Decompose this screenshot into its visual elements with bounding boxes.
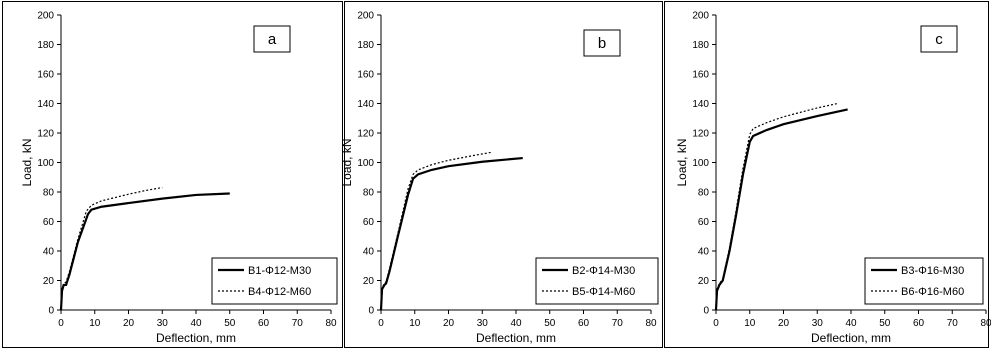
x-tick-label: 70 <box>612 318 624 329</box>
y-tick-label: 0 <box>703 306 709 317</box>
y-tick-label: 140 <box>692 99 709 110</box>
x-tick-label: 50 <box>544 318 556 329</box>
y-tick-label: 140 <box>37 99 54 110</box>
y-tick-label: 100 <box>692 158 709 169</box>
x-tick-label: 60 <box>913 318 925 329</box>
y-tick-label: 20 <box>698 276 710 287</box>
legend-label: B3-Φ16-M30 <box>901 265 964 277</box>
y-tick-label: 100 <box>357 158 374 169</box>
x-tick-label: 20 <box>778 318 790 329</box>
series-line-solid <box>379 156 523 311</box>
y-tick-label: 180 <box>37 40 54 51</box>
legend-box <box>535 257 659 305</box>
y-tick-label: 20 <box>43 276 55 287</box>
x-tick-label: 60 <box>578 318 590 329</box>
x-tick-label: 10 <box>89 318 101 329</box>
legend-label: B5-Φ14-M60 <box>572 286 635 298</box>
panel-frame <box>664 1 989 348</box>
legend-label: B4-Φ12-M60 <box>248 286 311 298</box>
y-axis-title: Load, kN <box>20 138 34 186</box>
legend-label: B6-Φ16-M60 <box>901 286 964 298</box>
y-tick-label: 80 <box>43 188 55 199</box>
x-tick-label: 40 <box>510 318 522 329</box>
y-tick-label: 180 <box>692 40 709 51</box>
y-tick-label: 80 <box>698 188 710 199</box>
y-tick-label: 200 <box>692 11 709 22</box>
y-axis-title: Load, kN <box>675 138 689 186</box>
legend-label: B2-Φ14-M30 <box>572 265 635 277</box>
y-tick-label: 140 <box>357 99 374 110</box>
panel-label-box <box>253 25 291 53</box>
y-tick-label: 160 <box>692 70 709 81</box>
y-tick-label: 200 <box>357 11 374 22</box>
x-tick-label: 70 <box>947 318 959 329</box>
series-line-dotted <box>60 186 163 311</box>
x-tick-label: 70 <box>292 318 304 329</box>
y-axis-title: Load, kN <box>340 138 354 186</box>
y-tick-label: 120 <box>37 129 54 140</box>
series-line-dotted <box>380 151 493 311</box>
x-tick-label: 20 <box>123 318 135 329</box>
y-tick-label: 40 <box>363 247 375 258</box>
x-tick-label: 80 <box>645 318 657 329</box>
series-line-solid <box>714 108 848 311</box>
legend-box <box>211 257 338 305</box>
y-tick-label: 0 <box>368 306 374 317</box>
panel-label: a <box>268 31 277 48</box>
y-tick-label: 200 <box>37 11 54 22</box>
y-tick-label: 0 <box>48 306 54 317</box>
panel-frame <box>2 1 343 348</box>
y-tick-label: 180 <box>357 40 374 51</box>
panel-label-box <box>920 25 958 53</box>
y-tick-label: 100 <box>37 158 54 169</box>
x-tick-label: 30 <box>812 318 824 329</box>
y-tick-label: 60 <box>363 217 375 228</box>
panel-frame <box>344 1 663 348</box>
y-tick-label: 20 <box>363 276 375 287</box>
legend-label: B1-Φ12-M30 <box>248 265 311 277</box>
x-tick-label: 20 <box>443 318 455 329</box>
y-tick-label: 160 <box>357 70 374 81</box>
panel-label: b <box>598 35 606 52</box>
x-tick-label: 10 <box>744 318 756 329</box>
y-tick-label: 60 <box>43 217 55 228</box>
x-tick-label: 60 <box>258 318 270 329</box>
x-axis-title: Deflection, mm <box>476 331 556 345</box>
x-tick-label: 0 <box>378 318 384 329</box>
series-line-dotted <box>715 102 838 311</box>
y-tick-label: 160 <box>37 70 54 81</box>
x-tick-label: 40 <box>845 318 857 329</box>
x-tick-label: 40 <box>190 318 202 329</box>
x-tick-label: 0 <box>713 318 719 329</box>
y-tick-label: 120 <box>357 129 374 140</box>
x-tick-label: 30 <box>157 318 169 329</box>
y-tick-label: 80 <box>363 188 375 199</box>
y-tick-label: 120 <box>692 129 709 140</box>
x-tick-label: 50 <box>879 318 891 329</box>
y-tick-label: 60 <box>698 217 710 228</box>
panel-label-box <box>583 29 621 57</box>
series-line-solid <box>59 192 230 311</box>
x-tick-label: 80 <box>980 318 991 329</box>
y-tick-label: 40 <box>698 247 710 258</box>
x-tick-label: 50 <box>224 318 236 329</box>
x-tick-label: 10 <box>409 318 421 329</box>
y-tick-label: 40 <box>43 247 55 258</box>
x-tick-label: 80 <box>325 318 337 329</box>
x-tick-label: 30 <box>477 318 489 329</box>
x-tick-label: 0 <box>58 318 64 329</box>
legend-box <box>864 257 984 305</box>
panel-label: c <box>935 31 943 48</box>
x-axis-title: Deflection, mm <box>156 331 236 345</box>
x-axis-title: Deflection, mm <box>811 331 891 345</box>
